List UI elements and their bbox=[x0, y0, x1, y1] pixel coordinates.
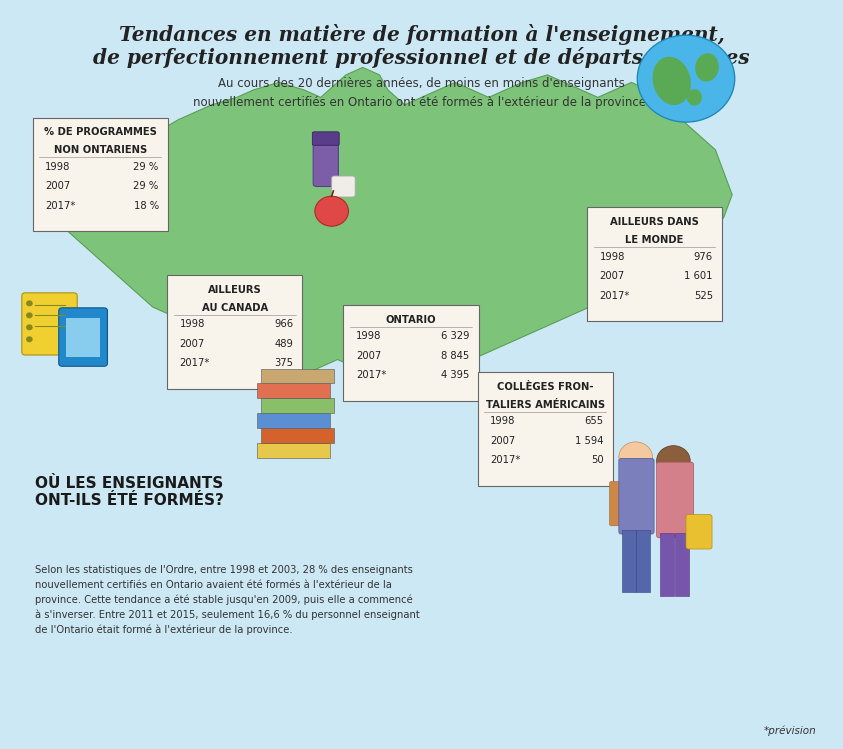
FancyBboxPatch shape bbox=[257, 413, 330, 428]
Ellipse shape bbox=[652, 57, 691, 105]
Text: 2017*: 2017* bbox=[491, 455, 521, 465]
Text: COLLÈGES FRON-: COLLÈGES FRON- bbox=[497, 382, 593, 392]
Text: 1998: 1998 bbox=[180, 319, 205, 329]
FancyBboxPatch shape bbox=[657, 462, 694, 538]
Circle shape bbox=[26, 300, 33, 306]
FancyBboxPatch shape bbox=[167, 275, 303, 389]
Circle shape bbox=[26, 336, 33, 342]
FancyBboxPatch shape bbox=[257, 383, 330, 398]
FancyBboxPatch shape bbox=[478, 372, 613, 486]
FancyBboxPatch shape bbox=[33, 118, 168, 231]
FancyBboxPatch shape bbox=[314, 139, 338, 187]
Text: 2017*: 2017* bbox=[46, 201, 76, 210]
Text: LE MONDE: LE MONDE bbox=[626, 235, 684, 245]
Text: 1 601: 1 601 bbox=[685, 271, 713, 281]
Text: AILLEURS: AILLEURS bbox=[207, 285, 261, 294]
Text: 2017*: 2017* bbox=[356, 370, 386, 380]
FancyBboxPatch shape bbox=[257, 443, 330, 458]
Text: 1998: 1998 bbox=[491, 416, 516, 426]
Text: 1998: 1998 bbox=[46, 162, 71, 172]
Circle shape bbox=[314, 196, 348, 226]
Text: AILLEURS DANS: AILLEURS DANS bbox=[610, 217, 699, 227]
Polygon shape bbox=[61, 67, 733, 382]
Circle shape bbox=[26, 324, 33, 330]
Text: de perfectionnement professionnel et de départs précoces: de perfectionnement professionnel et de … bbox=[94, 47, 749, 68]
Text: ONTARIO: ONTARIO bbox=[386, 315, 437, 324]
Text: 489: 489 bbox=[274, 339, 293, 348]
FancyBboxPatch shape bbox=[313, 132, 339, 145]
FancyBboxPatch shape bbox=[636, 530, 650, 592]
Circle shape bbox=[657, 446, 690, 476]
FancyBboxPatch shape bbox=[261, 428, 334, 443]
Text: 4 395: 4 395 bbox=[441, 370, 470, 380]
Text: NON ONTARIENS: NON ONTARIENS bbox=[54, 145, 147, 155]
FancyBboxPatch shape bbox=[609, 482, 628, 526]
Text: 525: 525 bbox=[694, 291, 713, 300]
Text: 50: 50 bbox=[591, 455, 604, 465]
Text: 966: 966 bbox=[274, 319, 293, 329]
FancyBboxPatch shape bbox=[59, 308, 107, 366]
FancyBboxPatch shape bbox=[686, 515, 712, 549]
Text: 1998: 1998 bbox=[356, 331, 381, 341]
Text: 2007: 2007 bbox=[46, 181, 71, 191]
FancyBboxPatch shape bbox=[622, 530, 636, 592]
Text: 2017*: 2017* bbox=[599, 291, 630, 300]
Circle shape bbox=[637, 35, 735, 122]
Text: Selon les statistiques de l'Ordre, entre 1998 et 2003, 28 % des enseignants
nouv: Selon les statistiques de l'Ordre, entre… bbox=[35, 565, 420, 635]
Circle shape bbox=[619, 442, 652, 472]
Text: 2007: 2007 bbox=[599, 271, 625, 281]
FancyBboxPatch shape bbox=[261, 369, 334, 383]
Text: % DE PROGRAMMES: % DE PROGRAMMES bbox=[44, 127, 157, 137]
Ellipse shape bbox=[687, 89, 702, 106]
Text: Tendances en matière de formation à l'enseignement,: Tendances en matière de formation à l'en… bbox=[119, 24, 724, 45]
Text: 29 %: 29 % bbox=[133, 181, 158, 191]
Text: 6 329: 6 329 bbox=[441, 331, 470, 341]
Text: 2007: 2007 bbox=[180, 339, 205, 348]
Circle shape bbox=[26, 312, 33, 318]
Text: OÙ LES ENSEIGNANTS
ONT-ILS ÉTÉ FORMÉS?: OÙ LES ENSEIGNANTS ONT-ILS ÉTÉ FORMÉS? bbox=[35, 476, 224, 508]
Text: AU CANADA: AU CANADA bbox=[201, 303, 268, 312]
FancyBboxPatch shape bbox=[675, 533, 690, 596]
FancyBboxPatch shape bbox=[343, 305, 479, 401]
FancyBboxPatch shape bbox=[261, 398, 334, 413]
FancyBboxPatch shape bbox=[22, 293, 78, 355]
Text: Au cours des 20 dernières années, de moins en moins d'enseignants
nouvellement c: Au cours des 20 dernières années, de moi… bbox=[193, 77, 650, 109]
FancyBboxPatch shape bbox=[67, 318, 99, 357]
Text: 2007: 2007 bbox=[491, 436, 516, 446]
FancyBboxPatch shape bbox=[660, 533, 674, 596]
Text: *prévision: *prévision bbox=[764, 725, 816, 736]
Text: 976: 976 bbox=[694, 252, 713, 261]
Text: 2007: 2007 bbox=[356, 351, 381, 360]
FancyBboxPatch shape bbox=[619, 458, 654, 534]
Text: 2017*: 2017* bbox=[180, 358, 210, 368]
Ellipse shape bbox=[695, 53, 719, 82]
Text: 8 845: 8 845 bbox=[441, 351, 470, 360]
Text: 655: 655 bbox=[584, 416, 604, 426]
Text: 18 %: 18 % bbox=[133, 201, 158, 210]
Text: TALIERS AMÉRICAINS: TALIERS AMÉRICAINS bbox=[486, 400, 605, 410]
FancyBboxPatch shape bbox=[587, 207, 722, 321]
Text: 1998: 1998 bbox=[599, 252, 625, 261]
Text: 1 594: 1 594 bbox=[575, 436, 604, 446]
Text: 375: 375 bbox=[274, 358, 293, 368]
Text: 29 %: 29 % bbox=[133, 162, 158, 172]
FancyBboxPatch shape bbox=[331, 176, 355, 197]
